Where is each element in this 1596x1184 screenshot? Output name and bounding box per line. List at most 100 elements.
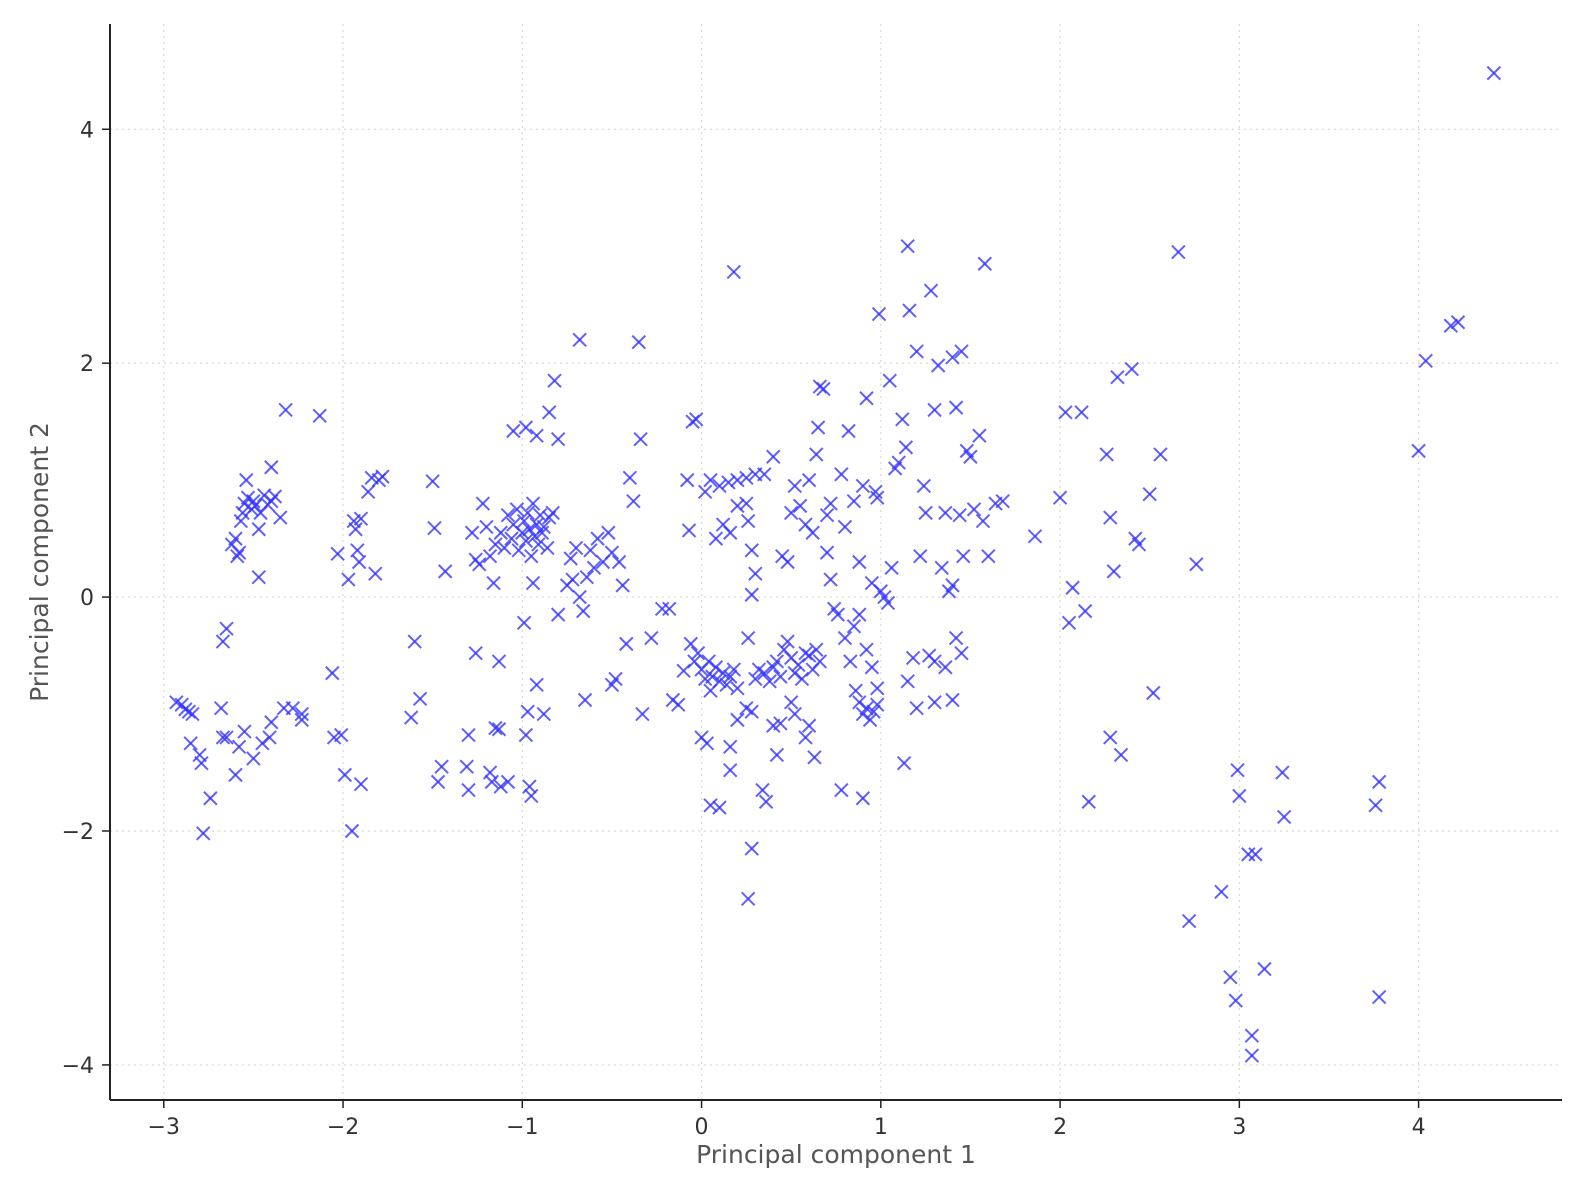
data-point — [681, 523, 697, 538]
data-point — [726, 264, 742, 280]
data-point — [353, 777, 369, 792]
data-point — [516, 513, 532, 529]
data-point — [461, 782, 476, 798]
data-point — [762, 674, 777, 689]
data-point — [900, 674, 915, 689]
data-point — [461, 727, 476, 743]
data-point — [488, 537, 503, 552]
data-point — [237, 724, 252, 739]
data-point — [522, 522, 537, 537]
data-point — [852, 607, 867, 622]
data-point — [500, 774, 516, 790]
data-point — [1248, 847, 1263, 862]
data-point — [810, 420, 826, 435]
data-point — [773, 669, 788, 684]
data-point — [183, 736, 198, 751]
data-point — [438, 564, 453, 579]
data-point — [1244, 1048, 1260, 1063]
data-point — [375, 469, 390, 484]
data-point — [744, 704, 759, 719]
data-point — [905, 650, 921, 666]
data-point — [350, 543, 365, 558]
data-point — [1189, 557, 1204, 572]
data-point — [805, 525, 820, 540]
data-point — [516, 615, 532, 631]
data-point — [846, 619, 862, 634]
data-point — [486, 575, 501, 591]
data-point — [344, 823, 360, 839]
data-point — [688, 412, 704, 427]
data-point — [203, 791, 218, 806]
data-point — [1110, 370, 1125, 385]
data-point — [783, 695, 799, 710]
data-point — [1113, 747, 1129, 763]
data-point — [715, 665, 731, 681]
data-point — [525, 575, 541, 591]
x-tick-label: −2 — [327, 1115, 359, 1140]
data-point — [185, 706, 200, 722]
data-point — [520, 704, 535, 719]
data-point — [565, 572, 580, 587]
data-point — [739, 470, 754, 485]
data-point — [870, 681, 885, 696]
data-point — [491, 722, 507, 737]
data-point — [744, 587, 759, 602]
data-point — [855, 791, 871, 806]
data-point — [1058, 405, 1073, 420]
data-point — [1276, 809, 1292, 825]
data-point — [690, 646, 706, 661]
data-point — [769, 654, 785, 669]
grid-lines — [110, 24, 1562, 1100]
data-point — [608, 671, 623, 687]
data-point — [472, 557, 487, 572]
data-point — [952, 508, 967, 523]
data-point — [697, 484, 713, 500]
data-point — [1368, 798, 1383, 813]
data-point — [468, 646, 483, 661]
data-point — [1106, 564, 1122, 579]
data-point — [1275, 765, 1290, 780]
data-point — [870, 490, 885, 505]
data-point — [518, 727, 534, 743]
x-tick-label: 1 — [874, 1115, 888, 1140]
data-point — [278, 402, 293, 418]
data-point — [830, 607, 845, 622]
data-point — [730, 681, 745, 696]
data-point — [285, 700, 301, 716]
data-point — [801, 472, 817, 488]
data-point — [635, 706, 650, 722]
data-point — [699, 736, 715, 751]
data-point — [536, 519, 552, 535]
data-point — [1228, 993, 1243, 1008]
data-point — [740, 891, 756, 907]
data-point — [740, 513, 756, 529]
data-point — [981, 548, 996, 564]
y-tick-label: −2 — [62, 820, 94, 845]
data-point — [1411, 443, 1426, 459]
data-point — [464, 525, 480, 540]
data-point — [801, 718, 817, 733]
data-point — [334, 727, 349, 743]
data-point — [895, 412, 910, 427]
data-point — [882, 373, 897, 388]
data-point — [938, 660, 953, 675]
data-point — [1146, 685, 1161, 701]
data-point — [577, 692, 593, 708]
data-point — [529, 677, 544, 693]
data-point — [529, 428, 544, 443]
data-point — [680, 472, 695, 488]
data-point — [1223, 969, 1238, 985]
data-point — [891, 455, 906, 470]
data-point — [407, 634, 422, 649]
data-point — [231, 545, 247, 560]
data-point — [719, 677, 734, 693]
data-point — [1074, 405, 1089, 420]
data-point — [1027, 529, 1043, 544]
data-point — [525, 496, 541, 511]
data-point — [522, 779, 537, 794]
data-point — [247, 498, 263, 514]
data-point — [633, 431, 648, 447]
data-point — [264, 715, 279, 730]
data-point — [196, 826, 211, 841]
data-point — [823, 572, 838, 587]
